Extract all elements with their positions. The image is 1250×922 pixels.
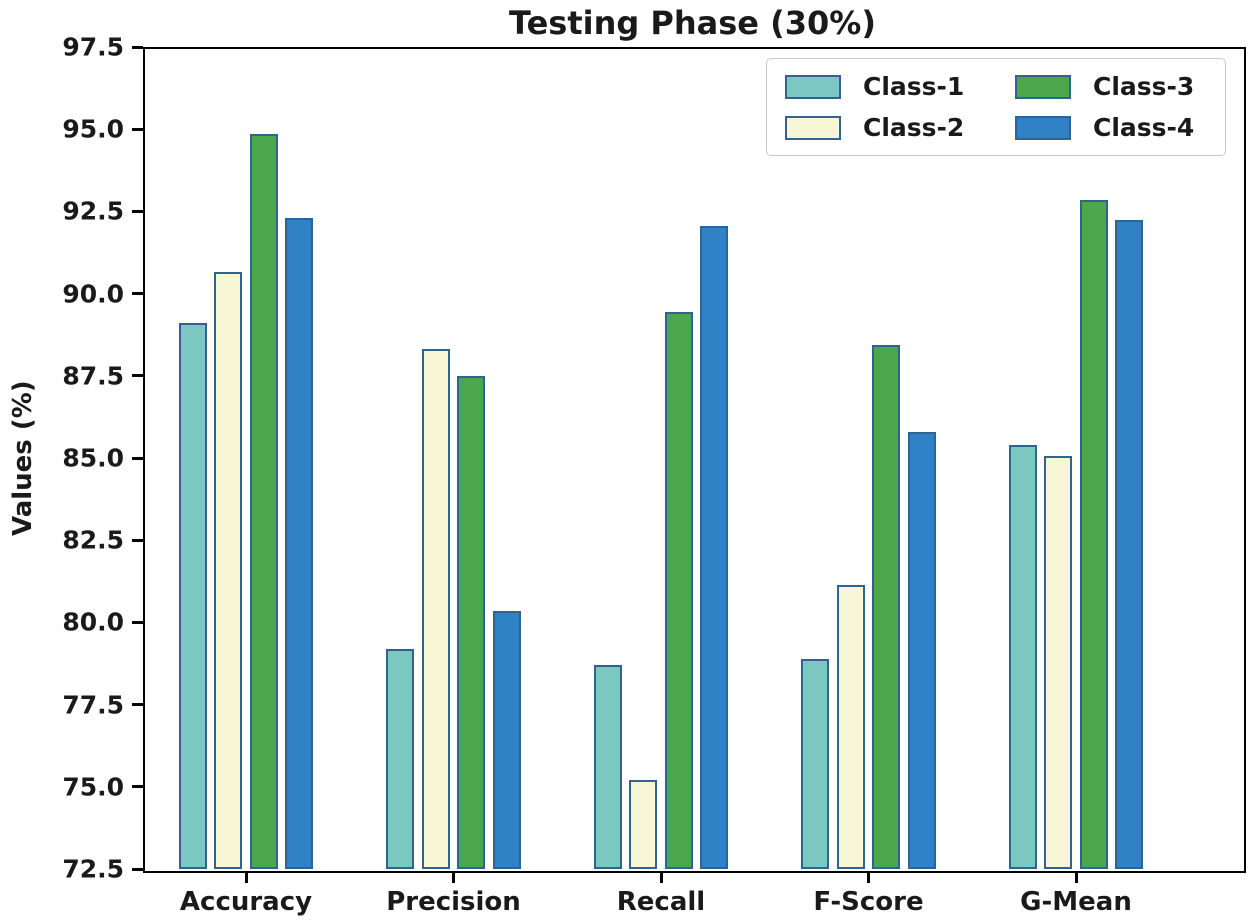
- y-axis-tick: [132, 292, 143, 296]
- legend-item-class-3: Class-3: [1015, 72, 1205, 101]
- legend-item-class-4: Class-4: [1015, 113, 1205, 142]
- x-axis-tick: [244, 871, 248, 883]
- bar-class-1-f-score: [801, 658, 830, 869]
- legend-swatch-class-4: [1015, 115, 1071, 140]
- bar-class-4-accuracy: [285, 217, 314, 869]
- y-axis-tick: [132, 127, 143, 131]
- bar-class-4-f-score: [907, 431, 936, 869]
- y-axis-label: Values (%): [8, 380, 38, 536]
- y-tick-label: 75.0: [62, 772, 124, 802]
- bar-class-1-precision: [386, 648, 415, 869]
- y-tick-label: 97.5: [62, 32, 124, 62]
- y-axis-tick: [132, 867, 143, 871]
- bar-class-2-g-mean: [1044, 456, 1073, 869]
- x-tick-label-f-score: F-Score: [813, 887, 924, 917]
- legend-swatch-class-1: [785, 74, 841, 99]
- y-axis-tick: [132, 538, 143, 542]
- legend-item-class-1: Class-1: [785, 72, 975, 101]
- y-tick-label: 92.5: [62, 196, 124, 226]
- legend-label-class-2: Class-2: [863, 113, 965, 142]
- legend-label-class-1: Class-1: [863, 72, 965, 101]
- x-tick-label-precision: Precision: [386, 887, 521, 917]
- bar-class-3-recall: [664, 311, 693, 869]
- x-tick-label-accuracy: Accuracy: [179, 887, 313, 917]
- bar-class-2-accuracy: [214, 272, 243, 869]
- bar-class-2-recall: [629, 780, 658, 869]
- y-axis-tick: [132, 45, 143, 49]
- legend-item-class-2: Class-2: [785, 113, 975, 142]
- legend: Class-1 Class-2 Class-3 Class-4: [766, 58, 1226, 156]
- chart-title: Testing Phase (30%): [509, 4, 876, 42]
- y-axis-tick: [132, 209, 143, 213]
- bar-class-2-f-score: [836, 584, 865, 869]
- y-tick-label: 87.5: [62, 361, 124, 391]
- y-tick-label: 90.0: [62, 279, 124, 309]
- legend-swatch-class-3: [1015, 74, 1071, 99]
- bar-class-2-precision: [421, 349, 450, 869]
- bar-class-4-g-mean: [1115, 219, 1144, 869]
- x-axis-tick: [659, 871, 663, 883]
- y-axis-tick: [132, 785, 143, 789]
- legend-label-class-4: Class-4: [1093, 113, 1195, 142]
- y-axis-tick: [132, 703, 143, 707]
- legend-swatch-class-2: [785, 115, 841, 140]
- bar-class-1-recall: [593, 665, 622, 869]
- legend-label-class-3: Class-3: [1093, 72, 1195, 101]
- bar-class-4-precision: [492, 610, 521, 869]
- x-tick-label-g-mean: G-Mean: [1020, 887, 1132, 917]
- x-axis-tick: [1074, 871, 1078, 883]
- y-tick-label: 72.5: [62, 854, 124, 884]
- x-axis-tick: [452, 871, 455, 883]
- bar-class-3-accuracy: [249, 134, 278, 869]
- y-tick-label: 77.5: [62, 690, 124, 720]
- bar-class-3-f-score: [872, 344, 901, 869]
- y-tick-label: 80.0: [62, 607, 124, 637]
- y-tick-label: 82.5: [62, 525, 124, 555]
- bar-class-3-g-mean: [1079, 199, 1108, 869]
- x-tick-label-recall: Recall: [616, 887, 706, 917]
- y-tick-label: 95.0: [62, 114, 124, 144]
- bar-class-1-g-mean: [1008, 444, 1037, 869]
- bar-class-3-precision: [457, 375, 486, 869]
- bar-class-4-recall: [700, 226, 729, 869]
- bar-class-1-accuracy: [178, 323, 207, 869]
- y-axis-tick: [132, 620, 143, 624]
- x-axis-tick: [867, 871, 870, 883]
- y-axis-tick: [132, 456, 143, 460]
- y-axis-tick: [132, 374, 143, 378]
- y-tick-label: 85.0: [62, 443, 124, 473]
